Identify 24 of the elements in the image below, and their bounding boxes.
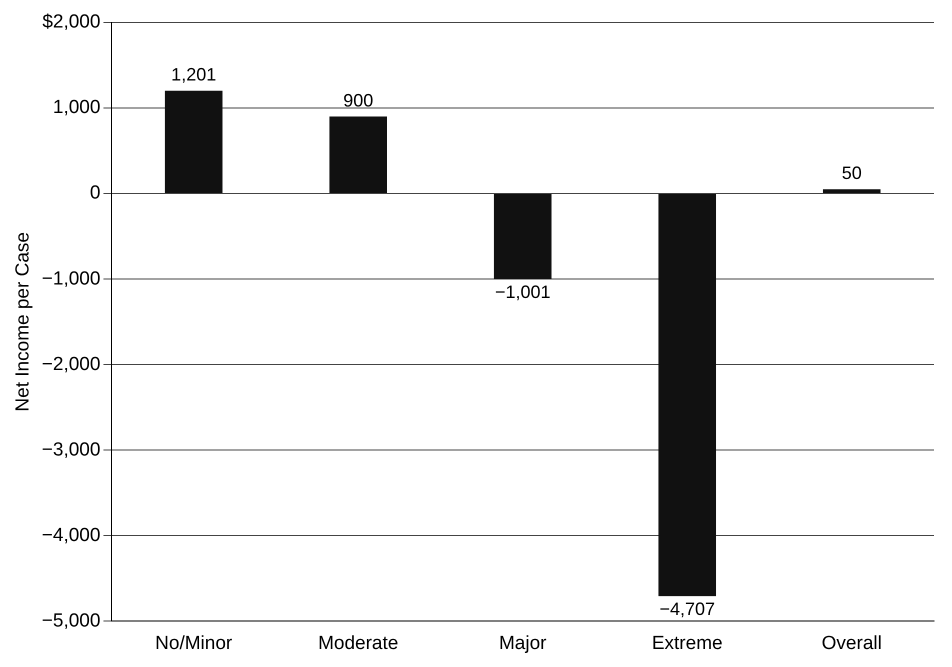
y-tick-label: −3,000 — [42, 439, 100, 460]
y-tick-label: 0 — [90, 182, 100, 204]
y-tick-label: −2,000 — [42, 354, 100, 375]
y-axis-title: Net Income per Case — [12, 232, 34, 412]
y-tick-label: $2,000 — [42, 12, 100, 33]
bar — [658, 194, 716, 596]
x-tick-label: Overall — [822, 632, 882, 654]
x-tick-label: Extreme — [652, 632, 723, 654]
x-tick-label: Moderate — [318, 632, 398, 654]
y-tick-label: −1,000 — [42, 268, 100, 290]
x-tick-label: Major — [498, 632, 548, 654]
y-tick-label: −5,000 — [42, 610, 100, 632]
bar — [822, 189, 881, 193]
data-label: −4,707 — [659, 599, 716, 620]
y-tick-label: −4,000 — [42, 524, 100, 546]
data-label: 1,201 — [171, 64, 216, 85]
bar — [329, 116, 387, 193]
data-label: 900 — [343, 90, 374, 110]
bar — [494, 194, 552, 280]
x-tick-label: No/Minor — [155, 632, 233, 654]
bar — [164, 90, 222, 193]
data-label: −1,001 — [494, 282, 550, 302]
data-label: 50 — [842, 163, 862, 184]
y-tick-label: 1,000 — [52, 97, 100, 118]
